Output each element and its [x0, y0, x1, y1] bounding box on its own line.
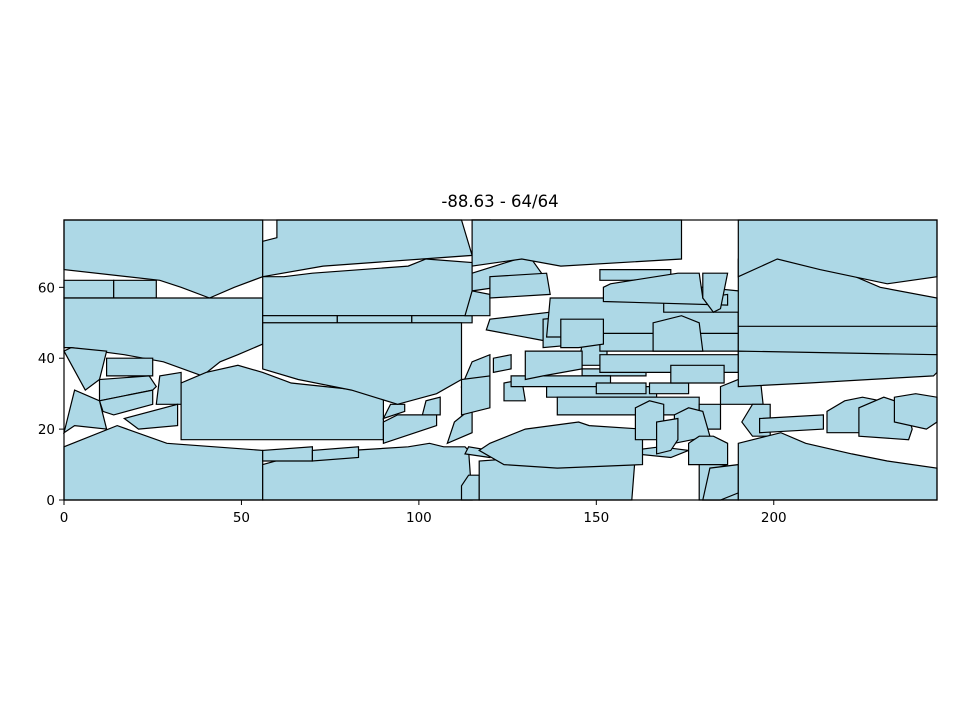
- polygon-piece-37: [471, 219, 683, 267]
- x-tick-label-0: 0: [60, 510, 69, 526]
- polygon-piece-2: [113, 279, 157, 299]
- polygon-piece-24: [262, 322, 463, 405]
- polygon-piece-57: [560, 318, 605, 349]
- polygon-piece-56: [524, 350, 583, 381]
- x-tick-label-2: 100: [406, 510, 432, 526]
- polygon-piece-9: [122, 403, 179, 430]
- polygon-piece-5: [105, 357, 154, 377]
- polygon-piece-67: [655, 417, 679, 455]
- polygon-piece-55: [670, 364, 725, 384]
- polygon-piece-10: [63, 389, 108, 435]
- polygon-piece-47: [595, 382, 647, 395]
- polygon-piece-36: [478, 421, 644, 469]
- x-tick-label-4: 200: [761, 510, 787, 526]
- polygon-piece-61: [758, 414, 825, 434]
- y-tick-label-2: 40: [38, 351, 55, 367]
- x-tick-label-1: 50: [233, 510, 250, 526]
- y-axis: 0 20 40 60: [38, 280, 64, 509]
- polygon-piece-4: [63, 346, 108, 391]
- x-tick-label-3: 150: [583, 510, 609, 526]
- polygon-piece-33: [460, 375, 491, 416]
- polygon-piece-15: [311, 446, 360, 462]
- polygon-piece-22: [336, 315, 413, 324]
- polygon-piece-54: [602, 272, 729, 306]
- polygon-piece-1: [63, 279, 115, 299]
- polygon-piece-8: [155, 371, 182, 405]
- polygon-piece-46: [556, 396, 700, 416]
- polygon-piece-18: [421, 396, 441, 416]
- polygon-piece-17: [382, 403, 406, 420]
- polygon-piece-69: [687, 435, 729, 466]
- polygon-piece-49: [648, 382, 690, 395]
- polygon-piece-12: [180, 364, 384, 441]
- x-axis: 0 50 100 150 200: [60, 500, 787, 526]
- polygon-piece-53: [652, 315, 704, 352]
- polygon-piece-38: [489, 272, 551, 299]
- y-tick-label-1: 20: [38, 422, 55, 438]
- chart-title: -88.63 - 64/64: [441, 192, 558, 211]
- y-tick-label-0: 0: [46, 493, 55, 509]
- polygon-piece-14: [262, 446, 313, 462]
- polygon-piece-16: [382, 414, 438, 445]
- y-tick-label-3: 60: [38, 280, 55, 296]
- polygon-piece-34: [492, 353, 512, 374]
- polygon-piece-64: [893, 393, 938, 430]
- polygon-piece-72: [702, 272, 729, 313]
- plot-area-frame: [63, 219, 938, 501]
- polygon-piece-21: [262, 315, 338, 324]
- polygon-piece-23: [411, 315, 473, 324]
- polygon-pieces: [63, 219, 938, 501]
